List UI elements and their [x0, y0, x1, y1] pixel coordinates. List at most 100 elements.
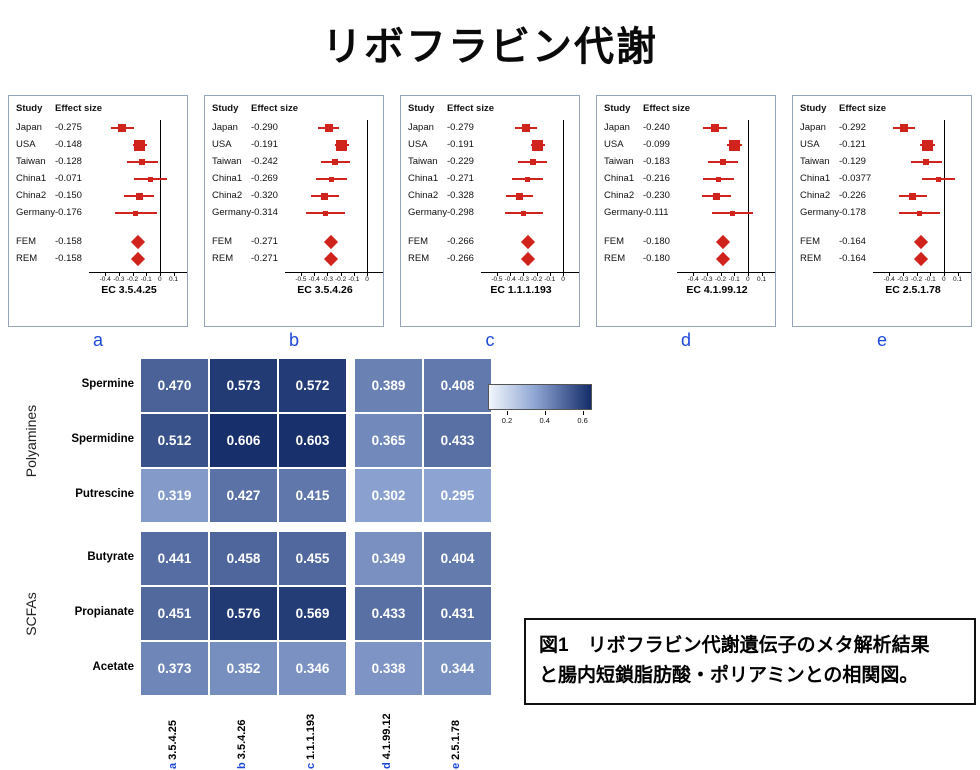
- forest-panel-d: Study Effect size Japan -0.240 USA -0.099 Taiw…: [596, 95, 776, 351]
- summary-effect-value: -0.180: [643, 253, 670, 264]
- effect-size-square: [139, 159, 146, 165]
- summary-diamond: [324, 234, 339, 250]
- column-label-a: a 3.5.4.25: [167, 693, 183, 769]
- study-name: Japan: [604, 122, 630, 133]
- heatmap-cell: 0.470: [140, 358, 209, 413]
- column-label-c: c 1.1.1.193: [305, 693, 321, 769]
- column-label-b: b 3.5.4.26: [236, 693, 252, 769]
- zero-reference-line: [367, 120, 369, 272]
- effect-size-square: [711, 124, 720, 132]
- heatmap-cell: 0.458: [209, 531, 278, 586]
- study-name: Japan: [800, 122, 826, 133]
- effect-size-square: [917, 210, 923, 216]
- x-axis-tick: [367, 273, 369, 276]
- forest-panel-c: Study Effect size Japan -0.279 USA -0.191 Taiw…: [400, 95, 580, 351]
- study-name: China2: [212, 190, 243, 201]
- forest-row: Study Effect size Japan -0.275 USA -0.148 Taiw…: [8, 95, 972, 351]
- effect-size-square: [909, 192, 917, 200]
- x-axis-line: [481, 272, 579, 273]
- effect-size-value: -0.275: [55, 122, 82, 133]
- effect-size-square: [516, 192, 524, 200]
- x-axis-tick-label: -0.5: [295, 276, 307, 283]
- column-letter-b: b: [235, 762, 248, 769]
- forest-panel-b: Study Effect size Japan -0.290 USA -0.191 Taiw…: [204, 95, 384, 351]
- x-axis-tick: [340, 273, 342, 276]
- effect-size-column-header: Effect size: [55, 103, 102, 114]
- x-axis-tick-label: -0.1: [140, 276, 152, 283]
- study-name: China2: [408, 190, 439, 201]
- study-name: Taiwan: [212, 156, 242, 167]
- effect-size-value: -0.129: [839, 156, 866, 167]
- x-axis-tick-label: -0.1: [728, 276, 740, 283]
- x-axis-tick-label: -0.3: [701, 276, 713, 283]
- ec-number-label: EC 2.5.1.78: [885, 284, 941, 296]
- x-axis-tick-label: 0.1: [757, 276, 767, 283]
- study-name: China2: [16, 190, 47, 201]
- summary-model-name: REM: [16, 253, 38, 264]
- x-axis-tick: [523, 273, 525, 276]
- heatmap-cell: 0.352: [209, 641, 278, 696]
- forest-panel-e: Study Effect size Japan -0.292 USA -0.121 Taiw…: [792, 95, 972, 351]
- x-axis-tick-label: 0: [158, 276, 162, 283]
- summary-diamond: [131, 251, 146, 267]
- x-axis-tick: [720, 273, 722, 276]
- x-axis-tick: [563, 273, 565, 276]
- row-label-putrescine: Putrescine: [75, 487, 134, 500]
- study-name: Japan: [16, 122, 42, 133]
- effect-size-square: [712, 192, 720, 200]
- study-name: Taiwan: [408, 156, 438, 167]
- zero-reference-line: [943, 120, 945, 272]
- study-column-header: Study: [408, 103, 435, 114]
- study-column-header: Study: [800, 103, 827, 114]
- x-axis-tick-label: 0: [365, 276, 369, 283]
- effect-size-square: [147, 176, 153, 182]
- column-letter-e: e: [449, 762, 462, 769]
- study-column-header: Study: [16, 103, 43, 114]
- x-axis-tick: [496, 273, 498, 276]
- heatmap-cell: 0.512: [140, 413, 209, 468]
- heatmap-cell: 0.415: [278, 468, 347, 523]
- summary-effect-value: -0.180: [643, 236, 670, 247]
- effect-size-value: -0.178: [839, 207, 866, 218]
- heatmap-cell: 0.576: [209, 586, 278, 641]
- effect-size-square: [524, 176, 530, 182]
- summary-model-name: REM: [604, 253, 626, 264]
- summary-effect-value: -0.164: [839, 253, 866, 264]
- effect-size-square: [899, 124, 908, 132]
- summary-diamond: [520, 234, 535, 250]
- x-axis-tick-label: -0.2: [531, 276, 543, 283]
- x-axis-line: [873, 272, 971, 273]
- panel-letter-a: a: [92, 330, 103, 350]
- effect-size-value: -0.328: [447, 190, 474, 201]
- x-axis-tick-label: -0.2: [714, 276, 727, 283]
- ec-number-label: EC 3.5.4.25: [101, 284, 157, 296]
- heatmap-cell: 0.455: [278, 531, 347, 586]
- x-axis-tick: [159, 273, 161, 276]
- x-axis-tick-label: -0.1: [924, 276, 936, 283]
- row-label-spermidine: Spermidine: [71, 432, 134, 445]
- effect-size-square: [730, 210, 736, 216]
- summary-diamond: [716, 234, 731, 250]
- effect-size-value: -0.230: [643, 190, 670, 201]
- effect-size-square: [332, 159, 339, 165]
- effect-size-square: [135, 192, 143, 200]
- effect-size-square: [328, 176, 334, 182]
- heatmap-cell: 0.365: [354, 413, 423, 468]
- group-label-polyamines: Polyamines: [23, 404, 39, 477]
- zero-reference-line: [159, 120, 161, 272]
- legend-tick: [544, 411, 546, 415]
- x-axis-tick: [132, 273, 134, 276]
- legend-gradient: [488, 384, 592, 410]
- study-name: China1: [800, 173, 831, 184]
- effect-size-value: -0.148: [55, 139, 82, 150]
- column-letter-c: c: [304, 762, 317, 769]
- effect-size-value: -0.279: [447, 122, 474, 133]
- summary-diamond: [131, 234, 146, 250]
- zero-reference-line: [747, 120, 749, 272]
- summary-model-name: FEM: [16, 236, 37, 247]
- heatmap-cell: 0.573: [209, 358, 278, 413]
- panel-letter-b: b: [288, 330, 299, 350]
- summary-diamond: [716, 251, 731, 267]
- study-name: Japan: [212, 122, 238, 133]
- caption-line-2: と腸内短鎖脂肪酸・ポリアミンとの相関図。: [539, 665, 919, 687]
